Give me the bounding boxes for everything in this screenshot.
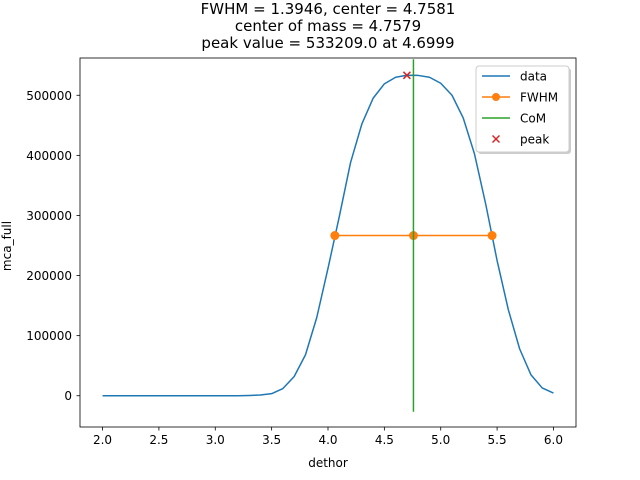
- legend-label: data: [520, 70, 547, 84]
- series-line-data: [102, 74, 554, 397]
- y-tick-label: 400000: [26, 149, 72, 163]
- x-tick-label: 6.0: [544, 433, 563, 447]
- axes: 2.0 2.5 3.0 3.5 4.0 4.5 5.0 5.5 6.0 0 100000 200000…: [26, 57, 577, 447]
- series-point-fwhm: [487, 231, 497, 241]
- x-axis-label: dethor: [308, 456, 348, 470]
- x-tick-label: 4.0: [318, 433, 337, 447]
- series-peak: [402, 71, 411, 80]
- series-point-peak: [402, 71, 411, 80]
- legend-label: FWHM: [520, 91, 558, 105]
- legend: data FWHM CoM peak: [475, 65, 571, 154]
- y-axis-label: mca_full: [0, 221, 14, 271]
- legend-entry: peak: [491, 133, 549, 147]
- legend-entry: data: [482, 70, 547, 84]
- y-tick-label: 0: [64, 389, 72, 403]
- legend-label: CoM: [520, 112, 546, 126]
- y-tick-label: 200000: [26, 269, 72, 283]
- chart-title-line-2: center of mass = 4.7579: [235, 17, 421, 35]
- chart-title-line-1: FWHM = 1.3946, center = 4.7581: [201, 0, 456, 18]
- x-tick-label: 3.0: [206, 433, 225, 447]
- x-tick-label: 2.5: [149, 433, 168, 447]
- legend-label: peak: [520, 133, 549, 147]
- x-tick-label: 3.5: [262, 433, 281, 447]
- plot-area: [102, 59, 554, 412]
- x-tick-label: 4.5: [375, 433, 394, 447]
- legend-marker: [492, 93, 500, 101]
- y-tick-label: 300000: [26, 209, 72, 223]
- x-tick-label: 2.0: [93, 433, 112, 447]
- series-point-fwhm: [330, 231, 340, 241]
- series-data: [102, 74, 554, 397]
- x-tick-label: 5.5: [488, 433, 507, 447]
- y-tick-label: 100000: [26, 329, 72, 343]
- x-tick-label: 5.0: [431, 433, 450, 447]
- legend-box: [475, 65, 570, 153]
- legend-marker: [491, 134, 501, 144]
- legend-entry: CoM: [482, 112, 546, 126]
- legend-entry: FWHM: [482, 91, 558, 105]
- chart-title-line-3: peak value = 533209.0 at 4.6999: [201, 34, 454, 52]
- y-tick-label: 500000: [26, 89, 72, 103]
